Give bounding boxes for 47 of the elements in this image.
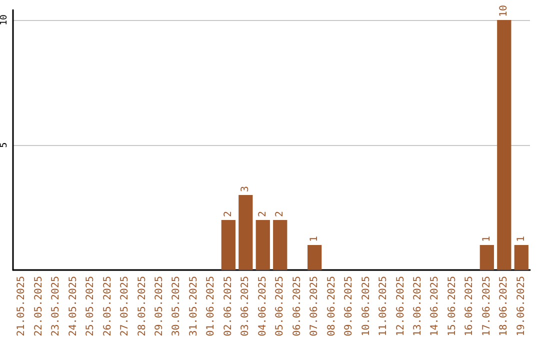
x-tick-label: 18.06.2025 xyxy=(498,276,510,336)
x-tick-label: 13.06.2025 xyxy=(412,276,424,336)
data-label: 2 xyxy=(274,210,286,217)
x-tick-label: 25.05.2025 xyxy=(85,276,96,336)
x-tick-label: 09.06.2025 xyxy=(344,276,355,336)
data-label: 2 xyxy=(257,210,268,217)
x-tick-label: 15.06.2025 xyxy=(446,276,458,336)
x-tick-label: 06.06.2025 xyxy=(292,276,303,336)
x-tick-label: 31.05.2025 xyxy=(188,276,200,336)
x-tick-label: 03.06.2025 xyxy=(240,276,252,336)
x-tick-label: 27.05.2025 xyxy=(120,276,131,336)
x-tick-label: 14.06.2025 xyxy=(430,276,441,336)
x-tick-label: 29.05.2025 xyxy=(154,276,165,336)
x-tick-label: 28.05.2025 xyxy=(136,276,148,336)
data-label: 1 xyxy=(516,236,527,242)
x-tick-label: 30.05.2025 xyxy=(171,276,182,336)
data-label: 3 xyxy=(240,186,252,192)
bar xyxy=(273,220,288,270)
y-tick-label: 5 xyxy=(0,142,10,148)
x-tick-label: 24.05.2025 xyxy=(68,276,79,336)
x-tick-label: 21.05.2025 xyxy=(16,276,28,336)
bar xyxy=(497,20,512,270)
x-tick-label: 10.06.2025 xyxy=(360,276,372,336)
x-tick-label: 16.06.2025 xyxy=(464,276,476,336)
bar xyxy=(238,195,253,270)
x-tick-label: 26.05.2025 xyxy=(102,276,114,336)
data-label: 10 xyxy=(498,4,510,17)
x-tick-label: 22.05.2025 xyxy=(33,276,44,336)
x-tick-label: 04.06.2025 xyxy=(257,276,268,336)
bar xyxy=(256,220,270,270)
bar xyxy=(480,245,494,270)
data-label: 2 xyxy=(222,210,234,217)
x-tick-label: 01.06.2025 xyxy=(206,276,217,336)
x-tick-label: 05.06.2025 xyxy=(274,276,286,336)
x-tick-label: 17.06.2025 xyxy=(481,276,492,336)
x-tick-label: 07.06.2025 xyxy=(309,276,320,336)
x-tick-label: 02.06.2025 xyxy=(222,276,234,336)
bar xyxy=(514,245,528,270)
x-tick-label: 08.06.2025 xyxy=(326,276,338,336)
x-tick-label: 11.06.2025 xyxy=(378,276,390,336)
bar xyxy=(221,220,236,270)
x-tick-label: 19.06.2025 xyxy=(516,276,527,336)
data-label: 1 xyxy=(481,236,492,242)
data-label: 1 xyxy=(309,236,320,242)
bar xyxy=(308,245,322,270)
x-tick-label: 23.05.2025 xyxy=(50,276,62,336)
x-tick-label: 12.06.2025 xyxy=(395,276,406,336)
